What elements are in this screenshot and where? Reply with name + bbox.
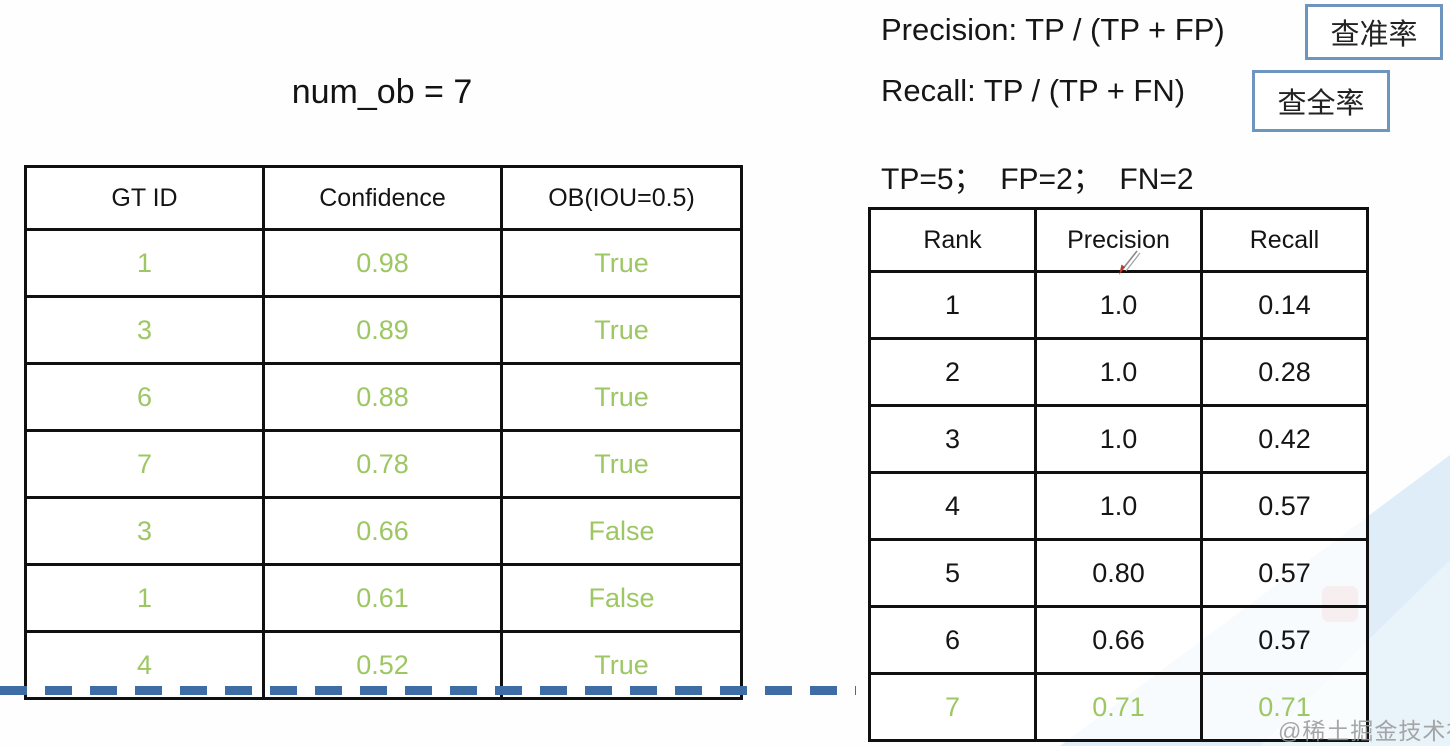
detection-table-row: 7 0.78 True: [24, 429, 743, 499]
pr-header-precision: Precision: [1034, 207, 1203, 273]
precision-recall-table: Rank Precision Recall 1 1.0 0.14 2 1.0 0…: [868, 207, 1369, 742]
cell-confidence: 0.89: [262, 295, 503, 365]
cell-precision: 1.0: [1034, 270, 1203, 340]
cell-confidence: 0.66: [262, 496, 503, 566]
cell-recall: 0.28: [1200, 337, 1369, 407]
cell-rank: 5: [868, 538, 1037, 608]
cell-precision: 0.66: [1034, 605, 1203, 675]
detection-table-row: 6 0.88 True: [24, 362, 743, 432]
cell-rank: 6: [868, 605, 1037, 675]
pr-table-row: 3 1.0 0.42: [868, 404, 1369, 474]
cell-gt-id: 3: [24, 295, 265, 365]
recall-formula: Recall: TP / (TP + FN): [881, 73, 1186, 108]
detection-table-row: 1 0.98 True: [24, 228, 743, 298]
cell-precision: 0.80: [1034, 538, 1203, 608]
recall-cn-label-box: 查全率: [1252, 70, 1390, 132]
pr-header-recall: Recall: [1200, 207, 1369, 273]
cell-precision: 0.71: [1034, 672, 1203, 742]
num-ob-title: num_ob = 7: [291, 73, 473, 111]
pr-table-row: 4 1.0 0.57: [868, 471, 1369, 541]
pr-table-row: 6 0.66 0.57: [868, 605, 1369, 675]
cell-gt-id: 7: [24, 429, 265, 499]
cell-rank: 2: [868, 337, 1037, 407]
threshold-dashed-line: [0, 686, 856, 695]
cell-precision: 1.0: [1034, 471, 1203, 541]
cell-rank: 4: [868, 471, 1037, 541]
precision-cn-label: 查准率: [1330, 19, 1418, 51]
pen-cursor-icon: [1119, 250, 1141, 275]
cell-confidence: 0.88: [262, 362, 503, 432]
cell-gt-id: 3: [24, 496, 265, 566]
cell-ob: True: [500, 228, 743, 298]
cell-precision: 1.0: [1034, 404, 1203, 474]
detection-header-gt-id: GT ID: [24, 165, 265, 231]
detection-header-ob: OB(IOU=0.5): [500, 165, 743, 231]
cell-gt-id: 1: [24, 563, 265, 633]
detection-table-row: 1 0.61 False: [24, 563, 743, 633]
cell-recall: 0.57: [1200, 471, 1369, 541]
tp-fp-fn-counts: TP=5； FP=2； FN=2: [881, 163, 1194, 196]
cell-rank: 7: [868, 672, 1037, 742]
community-watermark: @稀土掘金技术社区: [1278, 718, 1450, 744]
cell-precision: 1.0: [1034, 337, 1203, 407]
cell-recall: 0.42: [1200, 404, 1369, 474]
cell-ob: True: [500, 362, 743, 432]
pr-table-row: 1 1.0 0.14: [868, 270, 1369, 340]
detection-table: GT ID Confidence OB(IOU=0.5) 1 0.98 True…: [24, 165, 743, 700]
cell-rank: 3: [868, 404, 1037, 474]
cell-recall: 0.57: [1200, 538, 1369, 608]
detection-table-header-row: GT ID Confidence OB(IOU=0.5): [24, 165, 743, 231]
detection-header-confidence: Confidence: [262, 165, 503, 231]
detection-table-row: 3 0.89 True: [24, 295, 743, 365]
cell-gt-id: 6: [24, 362, 265, 432]
cell-recall: 0.71: [1200, 672, 1369, 742]
cell-ob: True: [500, 429, 743, 499]
cell-confidence: 0.61: [262, 563, 503, 633]
precision-cn-label-box: 查准率: [1305, 4, 1443, 60]
cell-rank: 1: [868, 270, 1037, 340]
cell-ob: True: [500, 295, 743, 365]
pr-table-row-highlighted: 7 0.71 0.71: [868, 672, 1369, 742]
pr-table-row: 5 0.80 0.57: [868, 538, 1369, 608]
pr-table-header-row: Rank Precision Recall: [868, 207, 1369, 273]
pr-header-rank: Rank: [868, 207, 1037, 273]
cell-gt-id: 1: [24, 228, 265, 298]
cell-recall: 0.14: [1200, 270, 1369, 340]
cell-confidence: 0.98: [262, 228, 503, 298]
precision-formula: Precision: TP / (TP + FP): [881, 12, 1225, 47]
pr-table-row: 2 1.0 0.28: [868, 337, 1369, 407]
cell-confidence: 0.78: [262, 429, 503, 499]
cell-recall: 0.57: [1200, 605, 1369, 675]
recall-cn-label: 查全率: [1277, 88, 1365, 120]
cell-ob: False: [500, 496, 743, 566]
detection-table-row: 3 0.66 False: [24, 496, 743, 566]
cell-ob: False: [500, 563, 743, 633]
